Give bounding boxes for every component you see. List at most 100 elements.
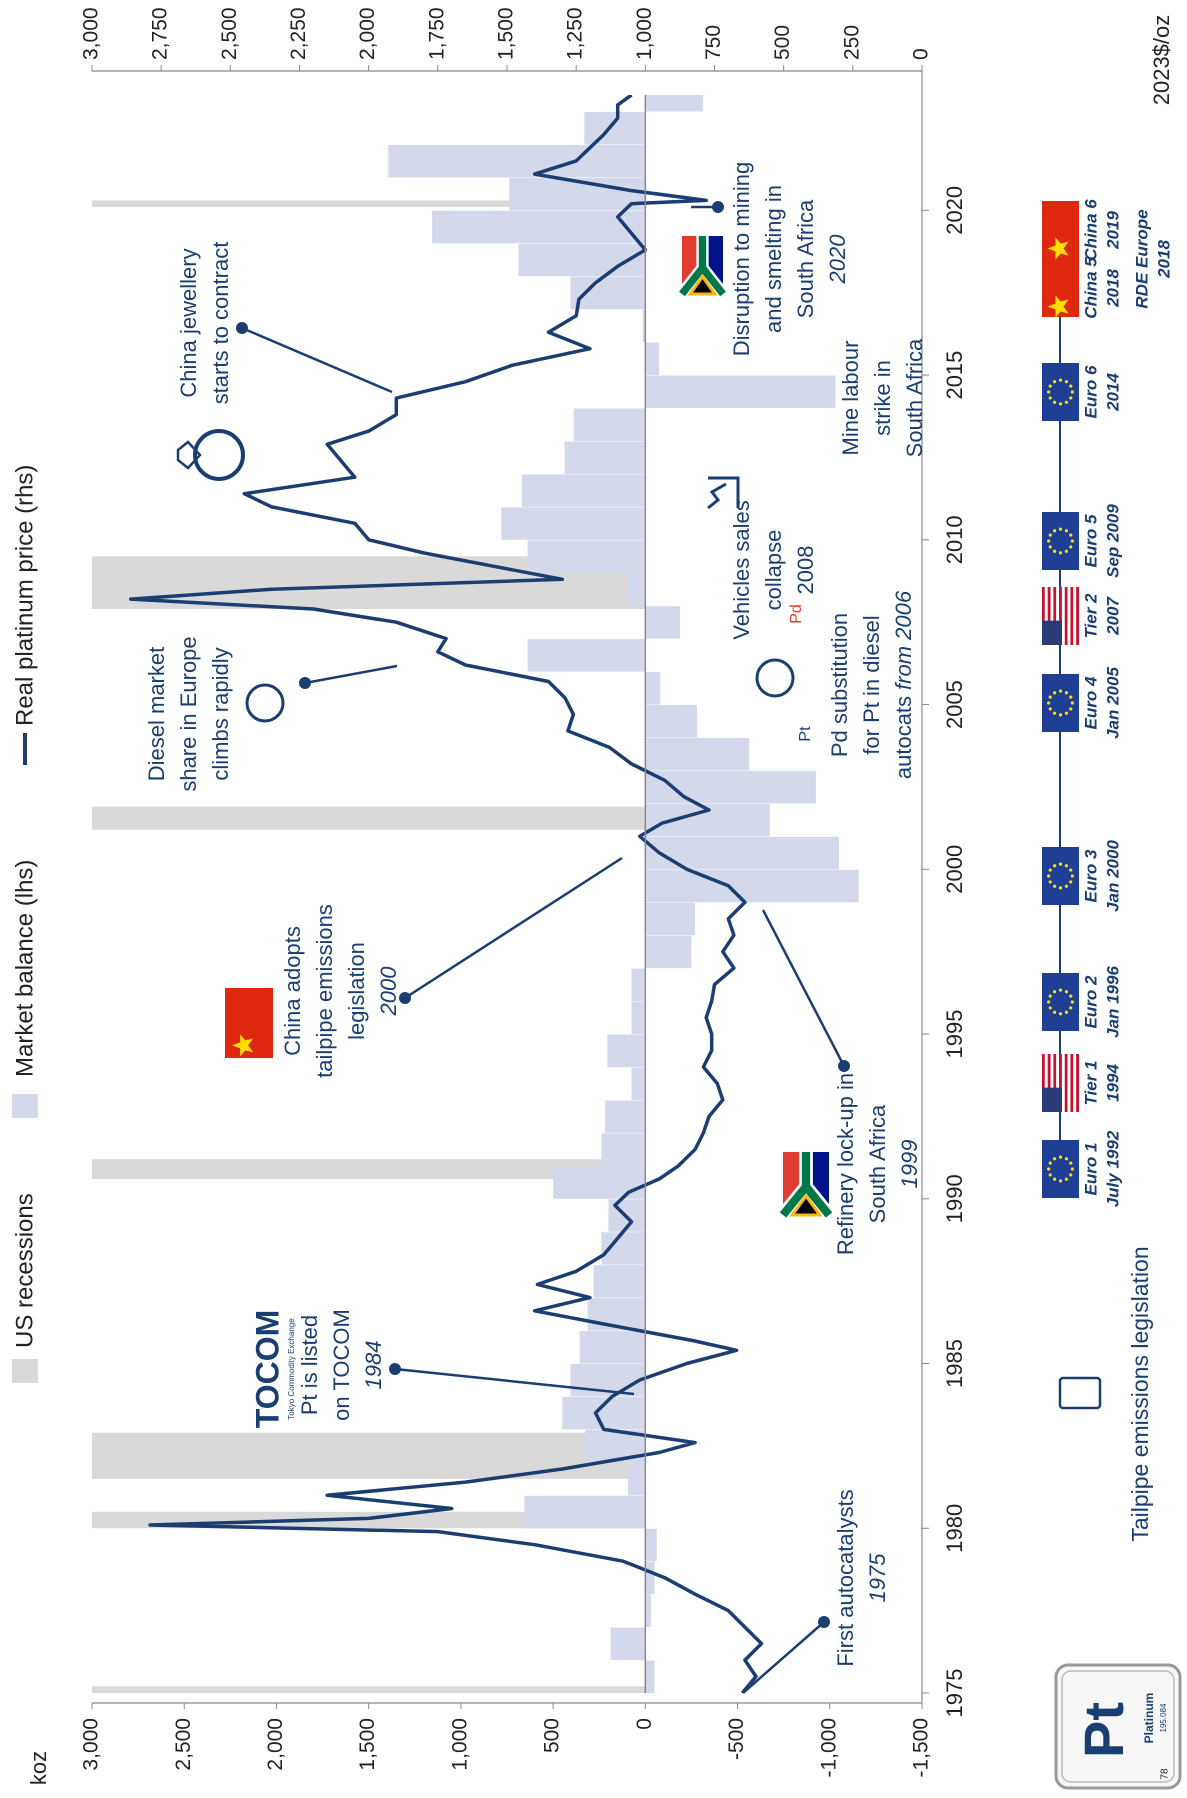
annotation-leader bbox=[304, 664, 398, 685]
annotation-line: collapse bbox=[761, 530, 786, 611]
y2-tick-label: 1,750 bbox=[425, 7, 448, 60]
balance-bar bbox=[501, 507, 646, 540]
annotation-leader bbox=[404, 856, 623, 1000]
y-tick-label: 1,500 bbox=[356, 1718, 379, 1771]
legislation-name: Euro 1 bbox=[1081, 1143, 1100, 1196]
y-tick-label: 500 bbox=[541, 1718, 564, 1753]
legislation-name: Euro 4 bbox=[1081, 676, 1100, 729]
annotation-leader bbox=[241, 326, 393, 394]
y2-tick-label: 500 bbox=[771, 25, 794, 60]
flag-star bbox=[232, 1034, 254, 1057]
flag-star bbox=[1069, 695, 1073, 699]
balance-bar bbox=[645, 836, 839, 870]
annotation-line: China adopts bbox=[280, 926, 305, 1056]
annotation-dot bbox=[299, 677, 311, 689]
flag-star bbox=[1069, 396, 1073, 400]
sales-icon bbox=[707, 476, 740, 510]
legislation-name: China 6 bbox=[1081, 199, 1100, 261]
x-tick-label: 2010 bbox=[942, 515, 967, 564]
annotation-line: tailpipe emissions bbox=[312, 904, 337, 1078]
annotation-dot bbox=[399, 992, 411, 1004]
x-tick-label: 2020 bbox=[942, 186, 967, 235]
annotation-line: for Pt in diesel bbox=[859, 615, 884, 754]
flag-star bbox=[1069, 533, 1073, 537]
flag-star bbox=[1064, 1010, 1069, 1014]
balance-bar bbox=[527, 540, 646, 573]
flag-star bbox=[1069, 868, 1073, 872]
y2-tick-label: 3,000 bbox=[80, 7, 103, 60]
element-name: Platinum bbox=[1142, 1693, 1156, 1744]
flag-field bbox=[1042, 1140, 1079, 1198]
flag-stripe bbox=[1061, 1054, 1065, 1112]
legislation-title: Tailpipe emissions legislation bbox=[1127, 1246, 1153, 1541]
flag-star bbox=[1069, 707, 1073, 711]
annotation-dot bbox=[838, 1060, 850, 1072]
legislation-date: 2014 bbox=[1103, 373, 1122, 412]
annotation-line: Pt is listed bbox=[297, 1315, 322, 1415]
legislation-name: Euro 3 bbox=[1081, 849, 1100, 902]
flag-star bbox=[1070, 1000, 1074, 1004]
flag-star bbox=[1069, 545, 1073, 549]
flag-star bbox=[1070, 390, 1074, 394]
flag-star bbox=[1052, 864, 1057, 868]
balance-bar bbox=[627, 573, 646, 606]
annotation-text: autocats bbox=[891, 696, 916, 779]
flag-star bbox=[1064, 1177, 1069, 1181]
flag-stripe bbox=[1067, 1054, 1071, 1112]
balance-bar bbox=[645, 770, 816, 804]
flag-stripe bbox=[1076, 1054, 1079, 1112]
y-tick-label: -500 bbox=[725, 1718, 748, 1760]
element-tile-inner bbox=[1061, 1670, 1175, 1783]
annotation-line: Vehicles sales bbox=[729, 500, 754, 639]
annotation-year: 2000 bbox=[376, 966, 401, 1017]
balance-bar bbox=[607, 1034, 646, 1067]
flag-cn bbox=[225, 988, 273, 1058]
flag-tri bbox=[789, 1193, 823, 1217]
balance-bar bbox=[645, 375, 836, 409]
balance-bar bbox=[645, 1660, 655, 1693]
legislation-name: Tier 2 bbox=[1081, 593, 1100, 639]
flag-us bbox=[1042, 1054, 1079, 1112]
annotation-dot bbox=[712, 201, 724, 213]
y2-axis-title: 2023$/oz bbox=[1149, 15, 1174, 106]
balance-bar bbox=[585, 1429, 646, 1463]
legislation-date: Jan 2000 bbox=[1103, 840, 1122, 912]
flag-star bbox=[1064, 990, 1069, 994]
recession-band bbox=[92, 200, 646, 208]
y2-tick-label: 1,500 bbox=[495, 7, 518, 60]
flag-star bbox=[1048, 545, 1052, 549]
balance-bar bbox=[527, 639, 646, 672]
flag-star bbox=[1064, 529, 1069, 533]
annotation-dot bbox=[236, 322, 248, 334]
y2-tick-label: 2,000 bbox=[356, 7, 379, 60]
legislation-name: Euro 5 bbox=[1081, 514, 1100, 567]
annotation-line: and smelting in bbox=[761, 185, 786, 333]
annotation-year: 1975 bbox=[865, 1553, 890, 1603]
y-tick-label: 2,000 bbox=[264, 1718, 287, 1771]
flag-field bbox=[1042, 674, 1079, 732]
balance-bar bbox=[645, 95, 704, 112]
pt-label: Pt bbox=[797, 726, 814, 742]
annotation-line: First autocatalysts bbox=[833, 1489, 858, 1666]
balance-bar bbox=[645, 1528, 657, 1562]
legislation-name: Euro 6 bbox=[1081, 365, 1100, 418]
balance-bar bbox=[604, 1100, 646, 1133]
flag-star bbox=[1052, 1157, 1057, 1161]
y-axis-title: koz bbox=[26, 1751, 51, 1785]
legislation-date: 2019 bbox=[1103, 211, 1122, 250]
y2-tick-label: 2,500 bbox=[218, 7, 241, 60]
flag-star bbox=[1058, 862, 1063, 866]
y2-tick-label: 250 bbox=[840, 25, 863, 60]
balance-bar bbox=[645, 1561, 655, 1595]
y-tick-label: -1,000 bbox=[817, 1718, 840, 1778]
balance-bar bbox=[645, 705, 698, 738]
flag-star bbox=[1064, 400, 1069, 404]
legend-label: US recessions bbox=[11, 1193, 38, 1348]
balance-bar bbox=[645, 803, 770, 837]
legislation-name: China 5 bbox=[1081, 257, 1100, 319]
flag-star bbox=[1047, 1167, 1051, 1171]
legislation-date: Jan 1996 bbox=[1103, 966, 1122, 1038]
balance-bar bbox=[645, 606, 681, 639]
flag-field bbox=[1042, 847, 1079, 905]
